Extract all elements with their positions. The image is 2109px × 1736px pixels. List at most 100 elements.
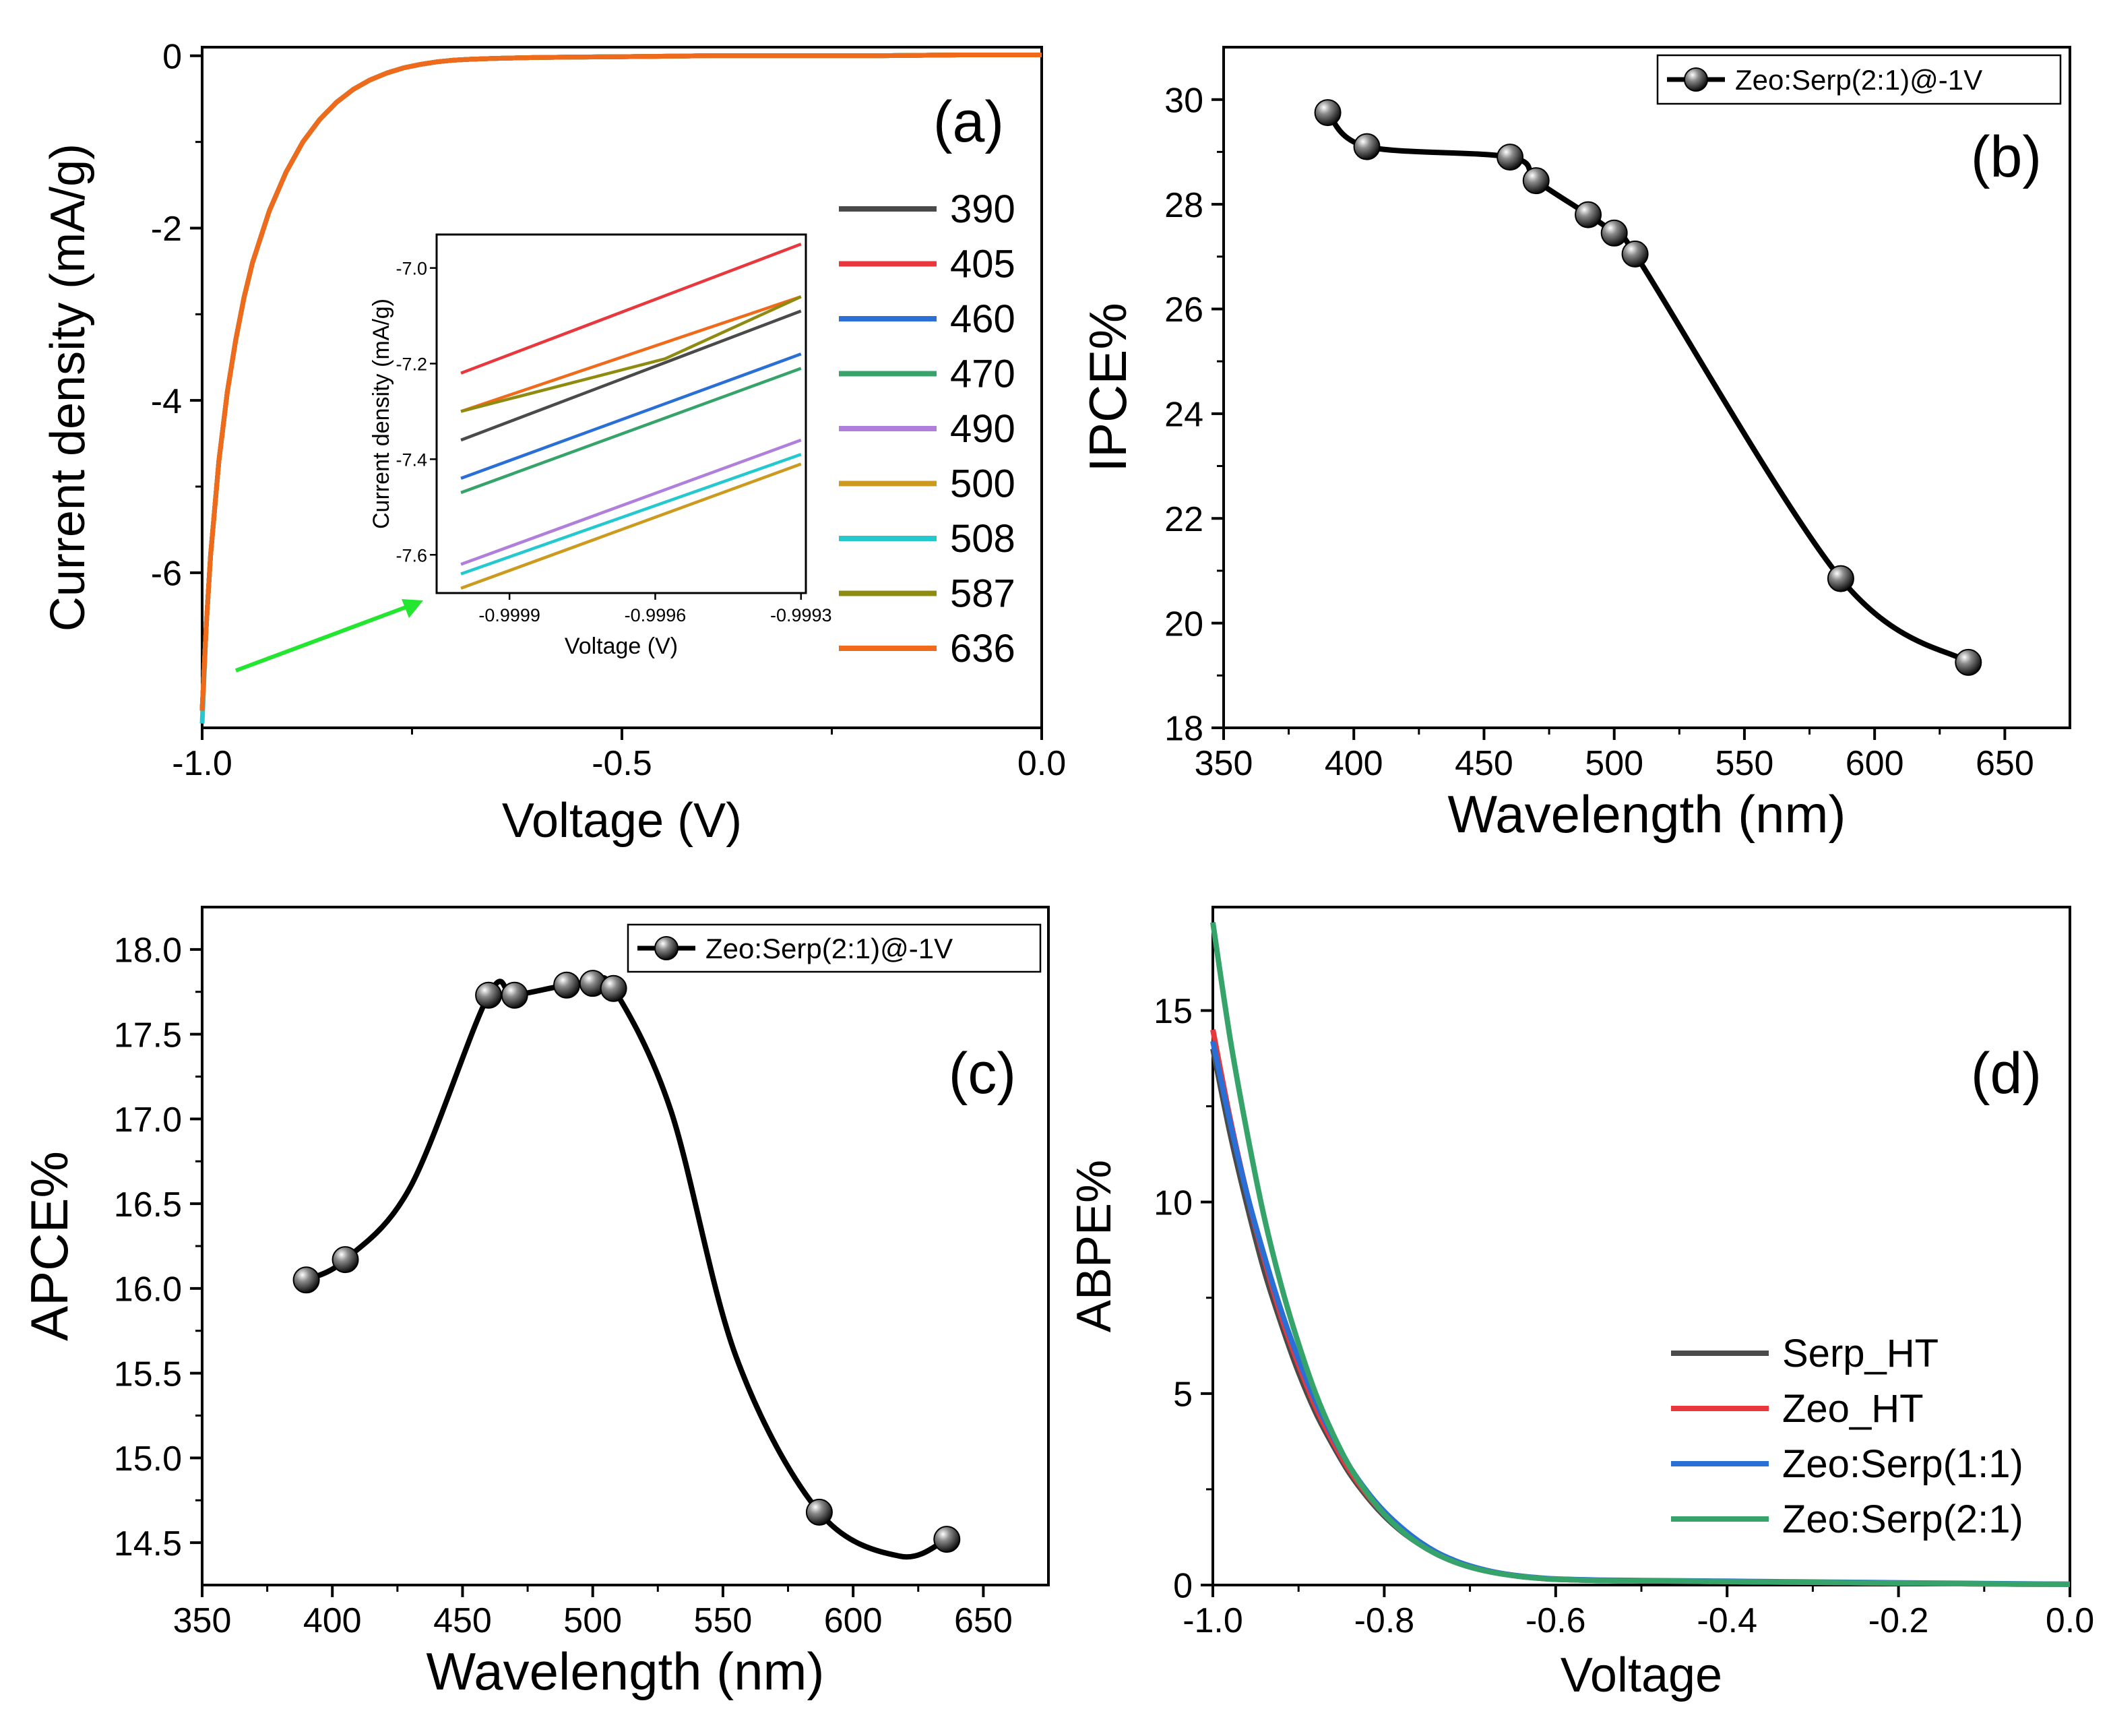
y-tick-label: 5	[1173, 1375, 1193, 1415]
x-tick-label: 400	[1325, 744, 1383, 783]
panel-label-d: (d)	[1971, 1041, 2042, 1106]
data-point	[1314, 99, 1342, 127]
inset-series-line-508	[460, 453, 802, 576]
inset-series-line-500	[460, 462, 802, 590]
inset-series-line-636	[460, 295, 802, 413]
y-tick-label: 14.5	[114, 1524, 182, 1563]
inset-series-line-405	[460, 243, 802, 375]
inset-x-axis-label: Voltage (V)	[565, 633, 678, 659]
x-tick-label: 500	[563, 1601, 622, 1640]
data-point	[292, 1266, 320, 1294]
y-tick-label: 28	[1164, 186, 1203, 225]
data-point	[1522, 167, 1550, 195]
y-tick-label: 0	[1173, 1567, 1193, 1606]
panel-label-b: (b)	[1971, 125, 2042, 189]
legend-label: Zeo:Serp(2:1)@-1V	[705, 933, 953, 964]
inset-y-tick-label: -7.0	[396, 259, 427, 279]
data-point	[501, 981, 528, 1009]
legend-label: 390	[950, 187, 1015, 231]
x-tick-label: 550	[694, 1601, 753, 1640]
panel-label-c: (c)	[949, 1041, 1016, 1106]
legend-label: Zeo:Serp(1:1)	[1782, 1442, 2023, 1486]
data-point	[1497, 144, 1524, 171]
legend-label: 587	[950, 572, 1015, 616]
x-tick-label: 500	[1585, 744, 1643, 783]
panel-b: 350 400 450 500 550 600 650 18 20 22 24 26 28 30 Wavel…	[1078, 46, 2071, 844]
inset-y-tick-label: -7.4	[396, 450, 427, 470]
y-tick-label: 15.0	[114, 1439, 182, 1479]
x-tick-label: -0.5	[592, 744, 652, 783]
y-axis-label: Current density (mA/g)	[41, 144, 95, 631]
x-tick-label: -1.0	[172, 744, 232, 783]
data-point	[553, 971, 581, 999]
x-tick-label: 350	[173, 1601, 232, 1640]
inset-series-line-490	[460, 438, 802, 566]
y-tick-label: 10	[1154, 1183, 1193, 1222]
legend-label: Serp_HT	[1782, 1332, 1939, 1375]
x-tick-label: 0.0	[2046, 1601, 2094, 1640]
y-tick-label: 0	[162, 38, 182, 77]
x-tick-label: 450	[433, 1601, 492, 1640]
data-point	[1575, 201, 1602, 228]
y-tick-label: -4	[151, 382, 182, 421]
inset-series-line-390	[460, 309, 802, 442]
y-tick-label: 17.5	[114, 1016, 182, 1055]
data-point	[1353, 133, 1381, 160]
legend-label: Zeo:Serp(2:1)	[1782, 1497, 2023, 1541]
x-tick-label: -0.6	[1525, 1601, 1586, 1640]
legend-label: 636	[950, 627, 1015, 671]
x-tick-label: 600	[824, 1601, 883, 1640]
y-axis-label: IPCE%	[1078, 303, 1137, 472]
x-tick-label: 650	[1976, 744, 2034, 783]
fit-line	[1325, 111, 1970, 665]
y-axis-label: APCE%	[20, 1151, 79, 1341]
x-tick-label: 400	[303, 1601, 362, 1640]
green-arrow-head	[402, 599, 423, 618]
series-line-636	[199, 53, 1042, 711]
series-line-Zeo:Serp(2:1)	[1210, 922, 2071, 1587]
data-point	[475, 981, 503, 1009]
data-point	[805, 1498, 833, 1526]
inset-x-tick-label: -0.9996	[625, 605, 687, 625]
inset-x-tick-label: -0.9999	[478, 605, 540, 625]
inset-series-line-470	[460, 367, 802, 495]
legend-marker	[654, 936, 679, 960]
inset: -0.9999 -0.9996 -0.9993 -7.0 -7.2 -7.4 -7.6 Vol…	[369, 233, 832, 659]
legend-marker	[1684, 67, 1708, 92]
inset-y-tick-label: -7.2	[396, 354, 427, 375]
x-tick-label: 350	[1195, 744, 1253, 783]
inset-series-line-460	[460, 352, 802, 480]
y-tick-label: -6	[151, 555, 182, 594]
y-tick-label: 22	[1164, 500, 1203, 539]
data-point	[1955, 648, 1982, 676]
data-point	[1600, 219, 1628, 247]
legend-label: 405	[950, 243, 1015, 286]
inset-y-tick-label: -7.6	[396, 545, 427, 565]
inset-frame	[435, 233, 807, 594]
x-tick-label: 600	[1846, 744, 1904, 783]
x-tick-label: 550	[1715, 744, 1774, 783]
x-tick-label: 650	[954, 1601, 1013, 1640]
data-point	[600, 974, 627, 1002]
x-tick-label: 450	[1455, 744, 1513, 783]
y-tick-label: 30	[1164, 81, 1203, 120]
x-axis-label: Voltage	[1561, 1648, 1722, 1702]
legend-label: 508	[950, 517, 1015, 561]
data-point	[933, 1526, 961, 1553]
legend-label: 470	[950, 352, 1015, 396]
y-tick-label: 18	[1164, 710, 1203, 749]
legend-label: 500	[950, 462, 1015, 506]
x-tick-label: -0.2	[1868, 1601, 1929, 1640]
inset-series-line-587	[460, 295, 802, 413]
legend-label: 490	[950, 407, 1015, 451]
y-tick-label: 24	[1164, 396, 1203, 435]
legend-box	[627, 923, 1042, 973]
y-tick-label: 16.5	[114, 1185, 182, 1224]
x-tick-label: 0.0	[1017, 744, 1066, 783]
x-tick-label: -0.8	[1354, 1601, 1415, 1640]
x-axis-label: Wavelength (nm)	[1448, 784, 1846, 844]
y-tick-label: 16.0	[114, 1270, 182, 1309]
y-tick-label: 17.0	[114, 1100, 182, 1140]
y-axis-label: ABPE%	[1067, 1160, 1121, 1332]
